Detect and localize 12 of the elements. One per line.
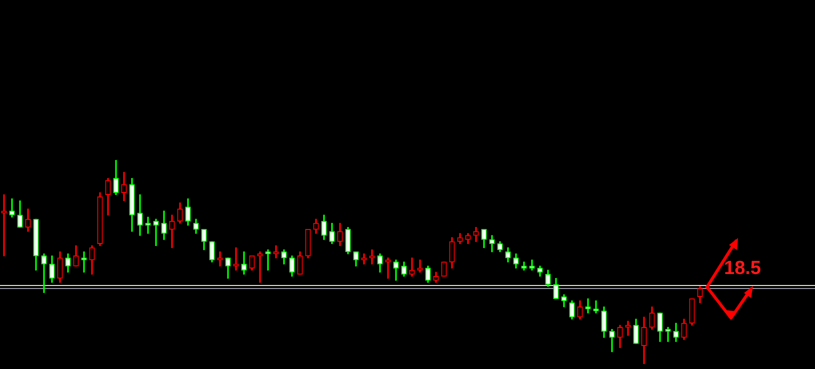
candlestick	[41, 254, 47, 293]
candlestick	[153, 218, 159, 246]
text: 18.5	[724, 258, 761, 280]
candlestick	[409, 258, 415, 277]
candlestick	[585, 298, 591, 314]
candlestick	[217, 251, 223, 266]
candlestick	[81, 251, 87, 273]
candlestick	[233, 247, 239, 270]
candlestick	[369, 249, 375, 264]
candlestick	[385, 258, 391, 279]
candlestick	[593, 300, 599, 314]
candlestick	[1, 194, 7, 256]
